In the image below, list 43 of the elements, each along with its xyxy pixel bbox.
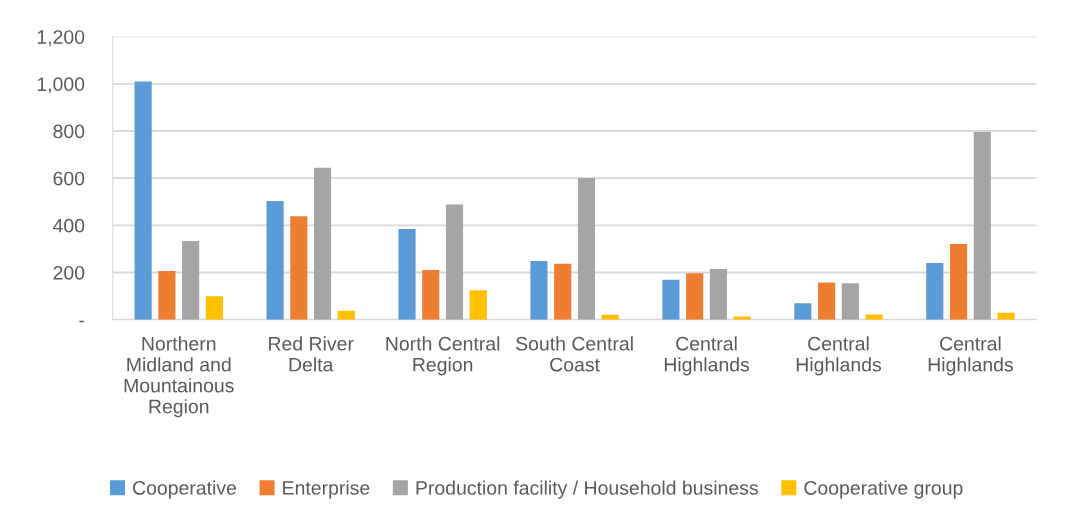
y-tick-label: 400: [53, 218, 85, 233]
bar: [709, 268, 727, 320]
legend-label: Cooperative: [133, 480, 237, 499]
bar: [469, 290, 487, 320]
x-tick-label: Central Highlands: [928, 336, 1013, 376]
x-tick-label: Central Highlands: [664, 336, 750, 376]
bar: [182, 240, 200, 320]
bar: [445, 204, 464, 320]
bar: [865, 314, 883, 320]
y-tick-label: -: [79, 320, 85, 323]
bar: [290, 216, 308, 320]
bar: [841, 283, 859, 320]
bar: [577, 177, 596, 320]
bar: [794, 303, 812, 320]
x-tick-label: South Central Coast: [516, 336, 633, 372]
bar: [134, 81, 152, 320]
y-tick-label: 800: [53, 124, 85, 139]
legend-label: Enterprise: [283, 480, 370, 499]
x-tick-label: Northern Midland and Mountainous Region: [124, 336, 234, 418]
bar: [266, 201, 284, 320]
x-tick-label: Red River Delta: [269, 336, 354, 372]
bar: [554, 263, 572, 320]
bar: [818, 282, 836, 320]
bar: [398, 229, 416, 320]
bar: [313, 167, 332, 320]
bar: [530, 260, 548, 320]
y-tick-label: 200: [53, 265, 85, 280]
bar: [205, 296, 223, 320]
bar: [973, 131, 991, 320]
bar: [662, 279, 680, 320]
x-tick-label: Central Highlands: [796, 336, 882, 376]
legend-label: Cooperative group: [804, 480, 963, 499]
bar: [158, 271, 176, 320]
bar: [926, 263, 944, 320]
legend-label: Production facility / Household business: [416, 480, 758, 499]
bar: [997, 312, 1015, 320]
y-tick-label: 600: [53, 171, 85, 186]
y-tick-label: 1,200: [37, 30, 85, 47]
y-tick-label: 1,000: [37, 77, 85, 94]
x-tick-label: North Central Region: [386, 336, 500, 376]
bar: [422, 270, 440, 320]
bar: [949, 243, 968, 320]
bar: [686, 273, 704, 320]
